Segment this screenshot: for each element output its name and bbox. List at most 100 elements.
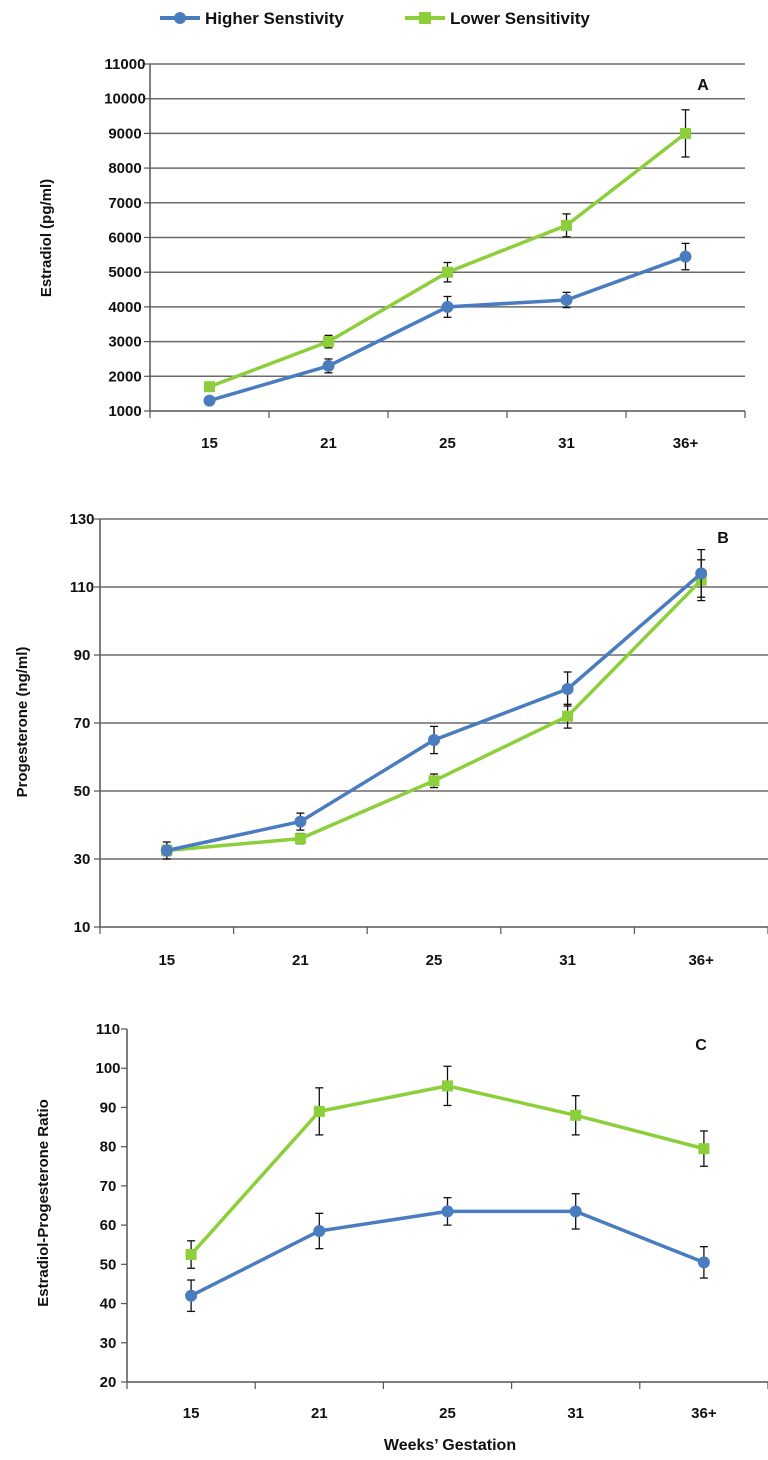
y-tick-label: 30 (100, 1335, 117, 1352)
y-tick-label: 90 (100, 1099, 117, 1116)
x-tick-label: 21 (292, 952, 309, 969)
data-point-lower (561, 219, 572, 231)
x-tick-label: 31 (567, 1405, 584, 1422)
y-tick-labels: 20 30 40 50 60 70 80 90 100 110 (95, 1021, 120, 1391)
y-tick-label: 60 (100, 1217, 117, 1234)
legend: Higher Senstivity Lower Sensitivity (160, 9, 590, 28)
chart-panel-c: 20 30 40 50 60 70 80 90 100 110 15 21 25 31 36+ Estra… (35, 1021, 768, 1422)
panel-letter: A (697, 77, 709, 94)
data-point-higher (428, 734, 440, 746)
y-tick-label: 20 (100, 1374, 117, 1391)
data-point-higher (560, 293, 573, 306)
axes (94, 518, 768, 934)
y-tick-label: 30 (74, 851, 91, 868)
data-point-higher (441, 1205, 454, 1218)
data-point-lower (562, 710, 574, 722)
data-point-higher (313, 1224, 326, 1237)
y-tick-label: 80 (100, 1139, 117, 1156)
axes (144, 63, 746, 418)
x-tick-label: 25 (426, 952, 443, 969)
series-line-lower (189, 1084, 705, 1256)
y-tick-label: 11000 (105, 56, 146, 73)
y-tick-label: 10000 (104, 91, 146, 108)
y-axis-label: Estradiol-Progesterone Ratio (35, 1099, 52, 1307)
y-tick-label: 70 (100, 1178, 117, 1195)
axes (121, 1028, 768, 1389)
x-tick-label: 15 (158, 952, 175, 969)
data-point-higher (679, 250, 692, 263)
series-lower (204, 109, 691, 393)
gridlines (100, 518, 768, 860)
data-point-higher (203, 394, 216, 407)
chart-panel-a: 1000 2000 3000 4000 5000 6000 7000 8000 9000 1000… (38, 56, 746, 452)
data-point-higher (569, 1205, 582, 1218)
y-tick-label: 5000 (108, 264, 141, 281)
x-tick-labels: 15 21 25 31 36+ (201, 435, 698, 452)
legend-label-higher: Higher Senstivity (205, 9, 344, 28)
data-point-lower (698, 1143, 710, 1155)
y-tick-labels: 1000 2000 3000 4000 5000 6000 7000 8000 9000 1000… (104, 56, 146, 420)
x-tick-label: 25 (439, 435, 456, 452)
series-line-lower (166, 578, 703, 853)
y-axis-label: Progesterone (ng/ml) (14, 647, 31, 798)
y-tick-label: 2000 (108, 368, 141, 385)
x-tick-label: 31 (558, 435, 575, 452)
chart-panel-b: 10 30 50 70 90 110 130 15 21 25 31 36+ Progesteron… (14, 511, 768, 969)
y-tick-label: 10 (74, 919, 91, 936)
y-tick-label: 50 (74, 783, 91, 800)
data-point-higher (561, 683, 574, 695)
data-point-lower (204, 381, 215, 393)
data-point-higher (294, 815, 307, 828)
series-line-higher (166, 572, 703, 853)
series-layer (160, 548, 708, 860)
data-point-lower (323, 336, 334, 348)
y-tick-label: 1000 (108, 403, 141, 420)
y-tick-label: 4000 (108, 299, 141, 316)
data-point-higher (185, 1289, 198, 1302)
data-point-lower (442, 1080, 453, 1092)
y-tick-labels: 10 30 50 70 90 110 130 (69, 511, 94, 936)
series-higher (203, 242, 692, 407)
y-tick-label: 110 (70, 579, 94, 596)
x-tick-label: 21 (311, 1405, 328, 1422)
series-lower (161, 559, 707, 857)
y-tick-label: 50 (100, 1256, 117, 1273)
legend-item-higher: Higher Senstivity (160, 9, 344, 28)
x-tick-label: 15 (183, 1405, 200, 1422)
y-tick-label: 6000 (108, 230, 141, 247)
data-point-lower (428, 775, 440, 787)
data-point-higher (695, 567, 708, 580)
y-tick-label: 130 (69, 511, 94, 528)
data-point-higher (697, 1256, 710, 1269)
series-layer (185, 1065, 710, 1313)
x-tick-label: 25 (439, 1405, 456, 1422)
series-lower (185, 1065, 710, 1269)
y-tick-label: 40 (100, 1296, 117, 1313)
panel-letter: C (695, 1037, 707, 1054)
y-tick-label: 70 (74, 715, 91, 732)
legend-marker-lower (419, 12, 431, 24)
x-tick-label: 36+ (691, 1405, 717, 1422)
data-point-higher (441, 300, 454, 313)
x-tick-labels: 15 21 25 31 36+ (158, 952, 714, 969)
panel-letter: B (717, 530, 729, 547)
x-axis-label: Weeks’ Gestation (384, 1437, 516, 1454)
y-tick-label: 8000 (108, 160, 141, 177)
y-tick-label: 100 (95, 1060, 120, 1077)
y-tick-label: 3000 (108, 334, 141, 351)
gridlines (150, 63, 745, 378)
series-higher (185, 1193, 710, 1313)
data-point-lower (680, 127, 691, 139)
x-tick-label: 36+ (673, 435, 699, 452)
series-line-lower (208, 132, 687, 389)
y-tick-label: 9000 (108, 125, 141, 142)
x-tick-label: 36+ (688, 952, 714, 969)
series-higher (160, 548, 708, 860)
data-point-lower (294, 833, 306, 845)
x-tick-label: 31 (559, 952, 576, 969)
y-tick-label: 110 (96, 1021, 120, 1038)
x-tick-label: 21 (320, 435, 337, 452)
data-point-lower (442, 266, 453, 278)
legend-marker-higher (174, 12, 186, 24)
